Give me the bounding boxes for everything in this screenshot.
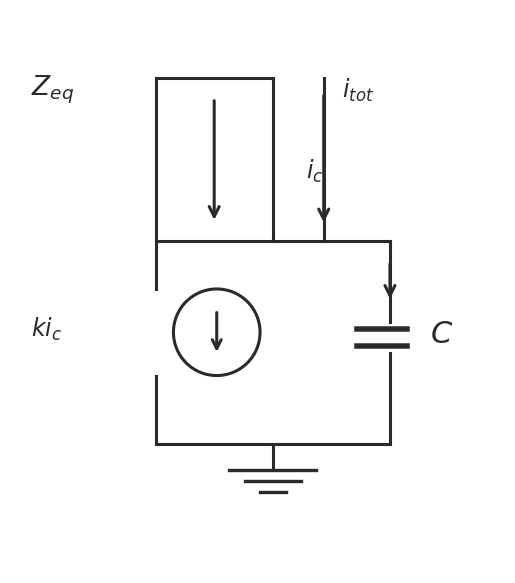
- Text: $i_{tot}$: $i_{tot}$: [341, 77, 374, 104]
- Text: $ki_c$: $ki_c$: [31, 316, 62, 343]
- Text: $C$: $C$: [430, 320, 453, 349]
- Text: $Z_{eq}$: $Z_{eq}$: [31, 74, 74, 107]
- Text: $i_c$: $i_c$: [306, 158, 323, 185]
